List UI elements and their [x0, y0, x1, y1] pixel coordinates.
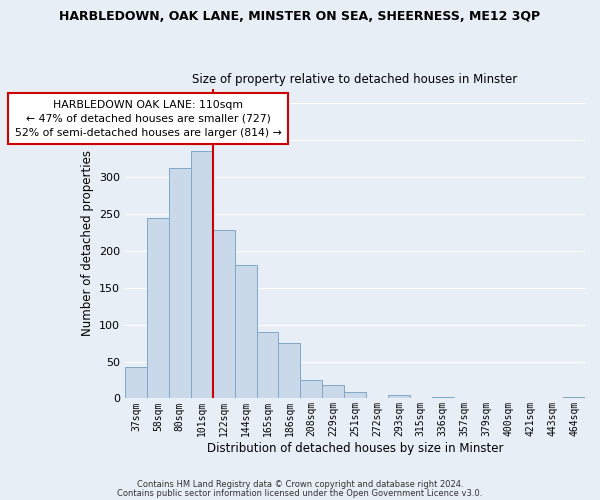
- Text: Contains HM Land Registry data © Crown copyright and database right 2024.: Contains HM Land Registry data © Crown c…: [137, 480, 463, 489]
- Bar: [278, 343, 301, 398]
- Bar: [563, 397, 585, 398]
- Bar: [191, 152, 213, 398]
- Text: HARBLEDOWN OAK LANE: 110sqm
← 47% of detached houses are smaller (727)
52% of se: HARBLEDOWN OAK LANE: 110sqm ← 47% of det…: [15, 100, 281, 138]
- Bar: [169, 168, 191, 398]
- Bar: [125, 366, 147, 398]
- Y-axis label: Number of detached properties: Number of detached properties: [80, 150, 94, 336]
- Bar: [235, 265, 257, 398]
- Title: Size of property relative to detached houses in Minster: Size of property relative to detached ho…: [193, 73, 518, 86]
- Bar: [213, 230, 235, 398]
- Text: HARBLEDOWN, OAK LANE, MINSTER ON SEA, SHEERNESS, ME12 3QP: HARBLEDOWN, OAK LANE, MINSTER ON SEA, SH…: [59, 10, 541, 23]
- Bar: [344, 392, 366, 398]
- Bar: [388, 394, 410, 398]
- X-axis label: Distribution of detached houses by size in Minster: Distribution of detached houses by size …: [207, 442, 503, 455]
- Text: Contains public sector information licensed under the Open Government Licence v3: Contains public sector information licen…: [118, 488, 482, 498]
- Bar: [147, 218, 169, 398]
- Bar: [432, 397, 454, 398]
- Bar: [322, 385, 344, 398]
- Bar: [301, 380, 322, 398]
- Bar: [257, 332, 278, 398]
